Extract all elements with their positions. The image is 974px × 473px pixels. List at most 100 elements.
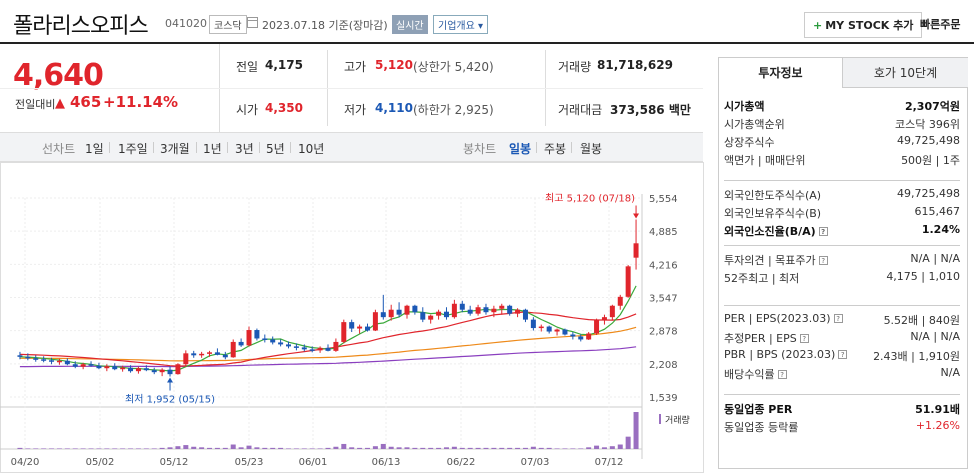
info-row: 52주최고 | 최저 4,175 | 1,010 <box>724 270 960 286</box>
candle-body <box>135 368 141 372</box>
candle-daily[interactable]: 일봉 <box>509 142 532 156</box>
volume-bar <box>151 448 157 449</box>
volume-bar <box>594 445 600 449</box>
info-row: 외국인소진율(B/A)? 1.24% <box>724 223 960 239</box>
info-key: 투자의견 | 목표주가? <box>724 252 828 268</box>
market-badge: 코스닥 <box>209 15 247 34</box>
info-row: 배당수익률? N/A <box>724 366 960 382</box>
candle-body <box>570 334 576 337</box>
tab-investment-info[interactable]: 투자정보 <box>719 58 843 88</box>
y-tick-label: 5,554 <box>649 194 678 205</box>
candle-body <box>341 322 347 342</box>
candle-body <box>388 309 394 318</box>
volume-bar <box>538 447 544 449</box>
y-tick-label: 4,885 <box>649 227 678 238</box>
volume-bar <box>112 448 118 449</box>
x-tick-label: 05/02 <box>86 457 115 468</box>
candle-body <box>404 305 410 315</box>
candle-body <box>159 369 165 373</box>
volume-bar <box>41 448 47 449</box>
candle-body <box>56 360 62 363</box>
candle-body <box>617 296 623 306</box>
x-tick-label: 07/03 <box>521 457 550 468</box>
divider <box>724 394 960 395</box>
price-chart[interactable]: 5,554 4,885 4,216 3,547 2,878 2,208 1,539 04/20… <box>0 162 704 473</box>
candle-body <box>396 309 402 315</box>
period-1w[interactable]: 1주일 <box>118 142 148 156</box>
help-icon[interactable]: ? <box>818 227 828 236</box>
help-icon[interactable]: ? <box>799 334 809 343</box>
period-1y[interactable]: 1년 <box>203 142 222 156</box>
candle-body <box>420 312 426 320</box>
x-tick-label: 06/22 <box>447 457 476 468</box>
volume-bar <box>530 446 536 449</box>
company-overview-button[interactable]: 기업개요 ▾ <box>433 15 488 34</box>
candle-body <box>412 305 418 313</box>
info-key: 52주최고 | 최저 <box>724 272 800 285</box>
x-tick-label: 07/12 <box>595 457 624 468</box>
info-value: N/A | N/A <box>910 252 960 265</box>
divider <box>724 180 960 181</box>
candle-body <box>309 349 315 351</box>
volume-bar <box>128 448 134 449</box>
candle-body <box>175 364 181 375</box>
low-arrow-head <box>167 377 174 383</box>
volume-bar <box>199 447 205 449</box>
divider <box>724 245 960 246</box>
quick-order-button[interactable]: 빠른주문 <box>920 18 961 31</box>
info-value: 5.52배 | 840원 <box>883 314 960 327</box>
volume-bar <box>246 445 252 449</box>
volume-bar <box>222 447 228 449</box>
divider <box>724 305 960 306</box>
x-tick-label: 05/12 <box>160 457 189 468</box>
candle-body <box>380 312 386 318</box>
y-tick-label: 2,878 <box>649 327 678 338</box>
info-key: 상장주식수 <box>724 136 775 149</box>
help-icon[interactable]: ? <box>818 256 828 265</box>
volume-bar <box>278 447 284 449</box>
info-row: 추정PER | EPS? N/A | N/A <box>724 330 960 346</box>
info-key: 외국인보유주식수(B) <box>724 207 822 220</box>
info-value: 615,467 <box>914 205 961 218</box>
info-value: 1.24% <box>921 223 960 236</box>
candle-weekly[interactable]: 주봉 <box>544 142 567 156</box>
period-3y[interactable]: 3년 <box>235 142 254 156</box>
candle-body <box>128 367 134 372</box>
volume-bar <box>357 447 363 449</box>
volume-bar <box>317 448 323 449</box>
info-row: 시가총액 2,307억원 <box>724 98 960 114</box>
info-row: 상장주식수 49,725,498 <box>724 134 960 150</box>
realtime-button[interactable]: 실시간 <box>392 15 428 34</box>
y-tick-label: 3,547 <box>649 293 678 304</box>
period-3m[interactable]: 3개월 <box>160 142 190 156</box>
candle-body <box>64 360 70 365</box>
tab-hoga-10[interactable]: 호가 10단계 <box>843 58 968 88</box>
info-key: PBR | BPS (2023.03)? <box>724 348 848 361</box>
period-10y[interactable]: 10년 <box>298 142 325 156</box>
candle-body <box>199 353 205 356</box>
info-row: 시가총액순위 코스닥 396위 <box>724 116 960 132</box>
info-value: 4,175 | 1,010 <box>886 270 960 283</box>
info-key: 액면가 | 매매단위 <box>724 154 806 167</box>
volume-bar <box>183 445 189 449</box>
help-icon[interactable]: ? <box>838 350 848 359</box>
company-name: 폴라리스오피스 <box>13 14 149 39</box>
volume-bar <box>56 448 62 449</box>
volume-bar <box>230 444 236 449</box>
help-icon[interactable]: ? <box>833 314 843 323</box>
amount-value: 373,586 백만 <box>610 103 691 117</box>
info-key: 추정PER | EPS? <box>724 330 809 346</box>
candle-body <box>246 330 252 346</box>
volume-bar <box>617 444 623 449</box>
period-1d[interactable]: 1일 <box>85 142 104 156</box>
period-5y[interactable]: 5년 <box>266 142 285 156</box>
mystock-add-button[interactable]: + MY STOCK 추가 <box>804 12 923 38</box>
open-value: 4,350 <box>265 101 303 115</box>
volume-bar <box>167 447 173 449</box>
candle-body <box>230 341 236 358</box>
volume-bar <box>388 446 394 449</box>
candle-monthly[interactable]: 월봉 <box>580 142 603 156</box>
stock-header <box>0 0 974 44</box>
help-icon[interactable]: ? <box>777 370 787 379</box>
